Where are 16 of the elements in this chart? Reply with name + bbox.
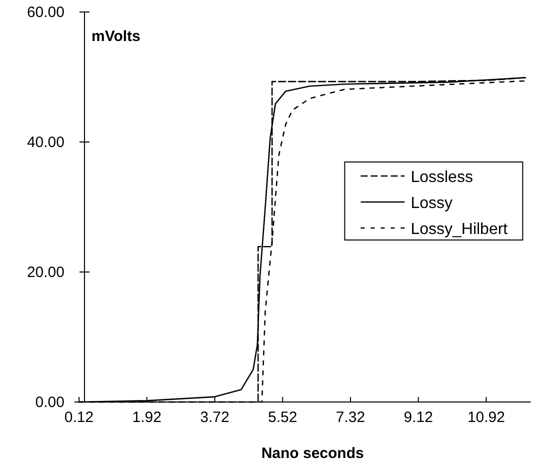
- legend-label: Lossy_Hilbert: [410, 221, 508, 238]
- legend-label: Lossy: [410, 195, 452, 212]
- x-tick-label: 10.92: [467, 409, 505, 426]
- y-tick-label: 60.00: [26, 4, 64, 21]
- y-axis-title: mVolts: [92, 28, 140, 45]
- x-tick-label: 5.52: [268, 409, 298, 426]
- x-axis-title: Nano seconds: [261, 445, 364, 462]
- y-tick-label: 0.00: [35, 394, 64, 411]
- x-tick-label: 7.32: [336, 409, 366, 426]
- x-tick-label: 1.92: [132, 409, 162, 426]
- legend-label: Lossless: [410, 169, 473, 186]
- x-tick-label: 0.12: [64, 409, 94, 426]
- x-tick-label: 9.12: [404, 409, 433, 426]
- y-tick-label: 40.00: [26, 134, 64, 151]
- x-tick-label: 3.72: [200, 409, 230, 426]
- y-tick-label: 20.00: [26, 264, 64, 281]
